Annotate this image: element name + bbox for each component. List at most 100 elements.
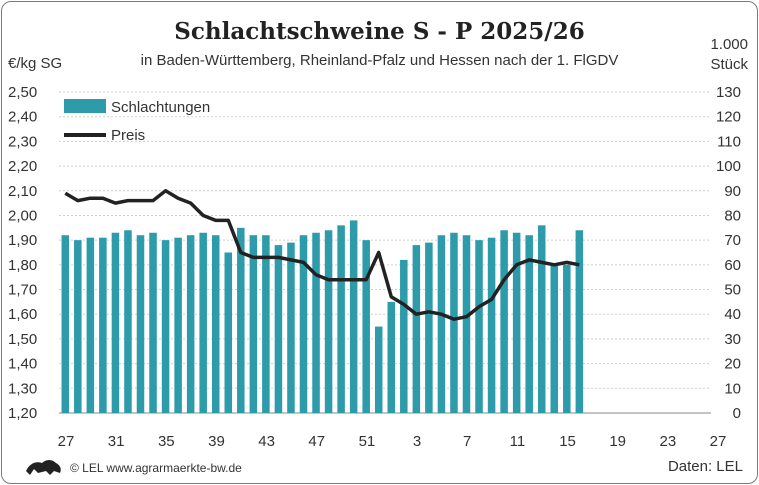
y-left-tick-label: 2,00	[8, 207, 37, 224]
bar	[161, 240, 170, 413]
bar	[99, 237, 107, 413]
bar	[274, 245, 283, 413]
right-axis-unit: 1.000 Stück	[710, 35, 748, 75]
y-left-tick-label: 1,60	[8, 306, 37, 323]
right-axis-unit-line1: 1.000	[710, 36, 748, 53]
y-left-tick-label: 2,30	[8, 133, 37, 150]
x-tick-label: 15	[559, 433, 576, 450]
x-tick-label: 51	[359, 433, 376, 450]
x-tick-label: 3	[413, 433, 421, 450]
y-right-tick-label: 40	[724, 306, 741, 323]
bar	[299, 235, 308, 413]
y-left-tick-label: 2,10	[8, 183, 37, 200]
lion-logo-icon	[26, 460, 61, 475]
bar	[237, 227, 245, 413]
y-right-tick-label: 20	[724, 356, 741, 373]
y-left-tick-label: 2,40	[8, 109, 37, 126]
bar	[425, 242, 433, 413]
bar	[462, 235, 471, 413]
bar	[512, 232, 521, 413]
y-left-tick-label: 1,40	[8, 356, 37, 373]
bar	[450, 232, 458, 413]
bar	[262, 235, 270, 413]
bar	[387, 301, 396, 413]
grid-lines	[59, 91, 711, 414]
price-line	[64, 189, 580, 321]
bar	[525, 235, 533, 413]
y-left-tick-label: 1,30	[8, 380, 37, 397]
y-right-tick-label: 130	[716, 84, 741, 101]
y-right-tick-label: 10	[724, 380, 741, 397]
bar	[487, 237, 496, 413]
bar	[199, 232, 207, 413]
y-right-tick-label: 110	[717, 133, 741, 150]
left-axis-unit: €/kg SG	[8, 55, 63, 72]
bar	[349, 220, 358, 413]
y-right-tick-label: 90	[724, 183, 741, 200]
line-series	[64, 189, 580, 321]
y-left-tick-label: 1,70	[8, 282, 37, 299]
source-credit: © LEL www.agrarmaerkte-bw.de	[70, 461, 242, 475]
y-right-tick-label: 120	[716, 109, 741, 126]
axis-labels: 1,20 0 1,30 10 1,40 20 1,50 30 1,60 40 1,70 50 1,80 6…	[8, 84, 741, 450]
y-left-tick-label: 1,50	[8, 331, 37, 348]
bar	[337, 225, 345, 413]
x-tick-label: 35	[158, 433, 175, 450]
x-tick-label: 19	[609, 433, 626, 450]
bar	[86, 237, 95, 413]
legend-bar-swatch	[64, 99, 106, 113]
bar	[362, 240, 370, 413]
x-tick-label: 31	[108, 433, 125, 450]
bar	[249, 235, 258, 413]
y-right-tick-label: 60	[724, 257, 741, 274]
bar	[111, 232, 120, 413]
bar	[287, 242, 295, 413]
bar	[537, 225, 546, 413]
x-tick-label: 47	[308, 433, 325, 450]
bar	[312, 232, 320, 413]
bar	[61, 235, 70, 413]
x-tick-label: 27	[58, 433, 75, 450]
x-tick-label: 7	[463, 433, 471, 450]
x-tick-label: 27	[710, 433, 727, 450]
legend-bar-label: Schlachtungen	[111, 99, 210, 116]
bar	[550, 264, 559, 413]
bar	[124, 230, 132, 413]
bar	[374, 326, 383, 413]
bar	[475, 240, 483, 413]
legend-line-label: Preis	[111, 127, 145, 144]
y-right-tick-label: 80	[724, 207, 741, 224]
bar	[136, 235, 145, 413]
legend: Schlachtungen Preis	[64, 99, 210, 144]
x-tick-label: 23	[660, 433, 677, 450]
bar	[437, 235, 446, 413]
bar	[500, 230, 508, 413]
chart-subtitle: in Baden-Württemberg, Rheinland-Pfalz un…	[140, 52, 619, 69]
bar	[174, 237, 182, 413]
y-right-tick-label: 50	[724, 282, 741, 299]
bar	[224, 252, 233, 413]
y-right-tick-label: 70	[724, 232, 741, 249]
bar	[74, 240, 82, 413]
chart-title: Schlachtschweine S - P 2025/26	[174, 18, 585, 45]
y-left-tick-label: 1,20	[8, 405, 37, 422]
x-tick-label: 39	[208, 433, 225, 450]
bar	[324, 230, 333, 413]
y-left-tick-label: 2,50	[8, 84, 37, 101]
right-axis-unit-line2: Stück	[710, 56, 748, 73]
y-right-tick-label: 100	[716, 158, 741, 175]
y-right-tick-label: 0	[733, 405, 741, 422]
bar	[211, 235, 220, 413]
bar	[575, 230, 584, 413]
y-right-tick-label: 30	[724, 331, 741, 348]
x-tick-label: 11	[510, 433, 526, 450]
bar	[400, 259, 408, 413]
bar	[149, 232, 157, 413]
x-tick-label: 43	[258, 433, 275, 450]
data-source: Daten: LEL	[667, 458, 743, 475]
y-left-tick-label: 2,20	[8, 158, 37, 175]
bar	[412, 245, 421, 413]
y-left-tick-label: 1,90	[8, 232, 37, 249]
bar	[186, 235, 195, 413]
